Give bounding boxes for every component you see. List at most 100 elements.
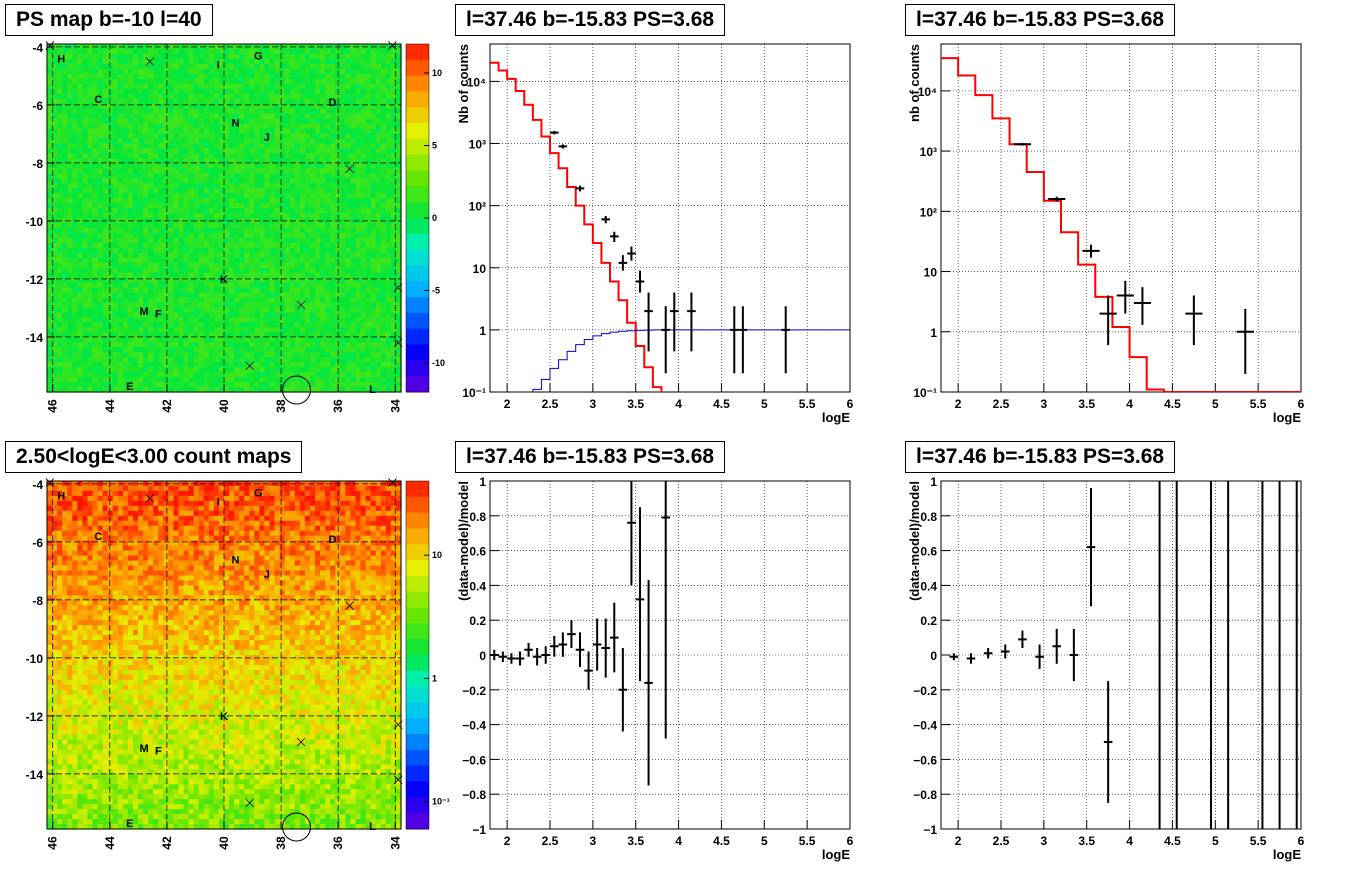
count-map-colorbar-bin-15 <box>406 718 429 735</box>
ps-map-cross-7 <box>393 338 403 347</box>
residual-1-point-1 <box>498 651 508 662</box>
count-map-marker-N: N <box>231 554 239 566</box>
spectrum-1-point-9 <box>661 306 670 374</box>
spectrum-2-ylabel: nb of counts <box>907 44 922 122</box>
residual-1-point-12 <box>592 618 602 671</box>
residual-2-xtick-label-5: 4.5 <box>1164 834 1181 848</box>
residual-2-xtick-label-2: 3 <box>1041 834 1048 848</box>
ps-map-ytick-label-4: -12 <box>26 273 44 287</box>
residual-2-xtick-label-8: 6 <box>1298 834 1305 848</box>
residual-1-xtick-label-3: 3.5 <box>627 834 644 848</box>
spectrum-2-point-2 <box>1082 244 1100 258</box>
count-map-marker-I: I <box>217 496 220 508</box>
count-map-colorbar-bin-17 <box>406 749 429 767</box>
count-map-xtick-label-2: 42 <box>160 836 174 850</box>
residual-2-ytick-label-2: −0.6 <box>913 753 937 767</box>
ps-map-colorbar-bin-16 <box>406 297 429 314</box>
spectrum-1-series-1-step <box>532 329 850 392</box>
count-map-colorbar-bin-16 <box>406 734 429 751</box>
residual-2-xtick-label-1: 2.5 <box>993 834 1010 848</box>
count-map-colorbar-bin-11 <box>406 655 429 672</box>
residual-2-point-5 <box>1035 644 1044 669</box>
residual-1-xtick-label-7: 5.5 <box>799 834 816 848</box>
residual-2-point-8 <box>1086 487 1096 607</box>
residual-1-plot-area <box>490 481 670 786</box>
ps-map-colorbar-bin-12 <box>406 233 429 251</box>
count-map-marker-C: C <box>94 531 102 543</box>
ps-map-colorbar-bin-10 <box>406 202 429 219</box>
count-map-marker-K: K <box>220 711 228 723</box>
count-map-colorbar-label-2: 10⁻¹ <box>432 797 450 807</box>
count-map-heatmap <box>47 481 402 830</box>
spectrum-1-xlabel: logE <box>822 410 850 425</box>
count-map-colorbar-bin-18 <box>406 765 429 783</box>
residual-1-point-5 <box>532 648 542 666</box>
count-map-xtick-label-4: 38 <box>274 836 288 850</box>
residual-1-point-8 <box>558 632 568 657</box>
spectrum-2-ytick-label-1: 1 <box>930 326 937 340</box>
spectrum-1-ytick-label-4: 10³ <box>469 138 486 152</box>
count-map-cross-6 <box>393 720 403 729</box>
residual-1-ytick-label-7: 0.4 <box>469 579 486 593</box>
residual-1-point-2 <box>507 653 516 664</box>
ps-map-colorbar-bin-0 <box>406 44 429 61</box>
ps-map-cross-3 <box>345 164 354 173</box>
count-map-marker-J: J <box>264 569 270 581</box>
spectrum-1-point-5 <box>618 255 628 271</box>
residual-1-xtick-label-5: 4.5 <box>713 834 730 848</box>
ps-map-colorbar-bin-19 <box>406 344 429 361</box>
residual-2-ytick-label-9: 0.8 <box>920 510 937 524</box>
ps-map-xtick-label-0: 46 <box>46 399 60 413</box>
count-map-cross-2 <box>388 478 397 487</box>
ps-map-xtick-label-6: 34 <box>388 399 402 413</box>
spectrum-1-point-2 <box>575 185 585 192</box>
count-map-colorbar-bin-8 <box>406 607 429 624</box>
residual-2-xtick-label-3: 3.5 <box>1078 834 1095 848</box>
count-map-cross-3 <box>345 601 354 610</box>
spectrum-1-plot-area <box>490 61 850 392</box>
ps-map-ytick-label-1: -6 <box>32 99 43 113</box>
spectrum-2-point-7 <box>1236 308 1254 374</box>
ps-map-marker-G: G <box>254 51 263 63</box>
spectrum-2-xtick-label-8: 6 <box>1298 397 1305 411</box>
ps-map-colorbar-bin-21 <box>406 376 429 393</box>
spectrum-1-frame <box>489 43 851 393</box>
count-map-xtick-label-3: 40 <box>217 836 231 850</box>
ps-map-colorbar-bin-13 <box>406 249 429 266</box>
count-map-marker-E: E <box>126 818 133 830</box>
spectrum-2-xtick-label-7: 5.5 <box>1250 397 1267 411</box>
spectrum-2-ytick-label-4: 10³ <box>920 145 937 159</box>
spectrum-1-xtick-label-5: 4.5 <box>713 397 730 411</box>
ps-map-cross-6 <box>393 283 403 292</box>
ps-map-ytick-label-5: -14 <box>26 331 44 345</box>
count-map-colorbar-bin-9 <box>406 623 429 640</box>
ps-map-marker-C: C <box>94 94 102 106</box>
ps-map-cross-0 <box>45 41 55 50</box>
count-map-colorbar-bin-3 <box>406 528 429 545</box>
count-map-title: 2.50<logE<3.00 count maps <box>5 441 303 473</box>
spectrum-2-frame <box>940 43 1302 393</box>
spectrum-2-xlabel: logE <box>1273 410 1301 425</box>
spectrum-1-point-13 <box>738 306 748 374</box>
ps-map-marker-F: F <box>155 309 162 321</box>
ps-map-marker-L: L <box>369 384 376 396</box>
spectrum-1-point-8 <box>644 292 653 352</box>
count-map-colorbar-frame <box>405 480 430 830</box>
ps-map-colorbar-bin-20 <box>406 360 429 377</box>
count-map-marker-M: M <box>139 743 148 755</box>
ps-map-xtick-label-1: 44 <box>103 399 117 413</box>
count-map-ytick-label-0: -4 <box>32 478 43 492</box>
count-map-colorbar-bin-1 <box>406 496 429 514</box>
residual-1-point-7 <box>550 635 559 657</box>
spectrum-2-point-5 <box>1133 287 1151 325</box>
ps-map-cross-1 <box>145 57 155 66</box>
ps-map-cross-2 <box>388 41 397 50</box>
ps-map-colorbar-label-2: 0 <box>432 213 437 223</box>
ps-map-colorbar-bin-8 <box>406 170 429 187</box>
spectrum-1-point-10 <box>670 292 679 352</box>
ps-map-colorbar-bin-3 <box>406 91 429 108</box>
spectrum-2-xtick-label-5: 4.5 <box>1164 397 1181 411</box>
residual-2-point-3 <box>1001 644 1010 659</box>
count-map-colorbar-bin-4 <box>406 544 429 561</box>
